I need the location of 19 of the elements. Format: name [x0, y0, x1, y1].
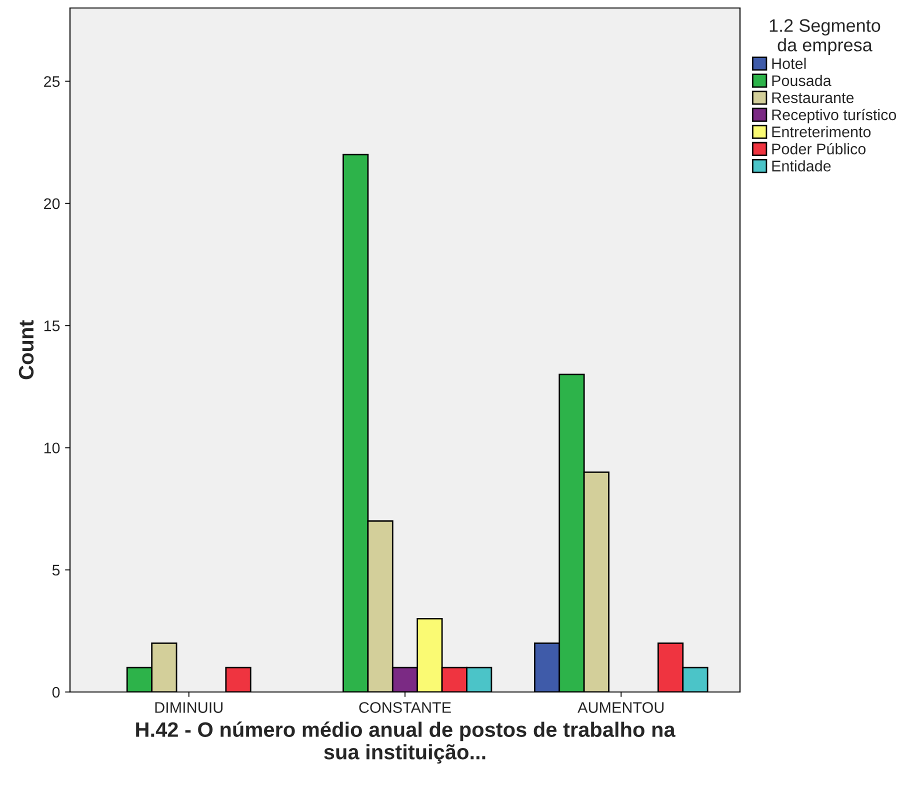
y-tick-label: 20	[44, 198, 60, 210]
legend-label: Hotel	[772, 58, 806, 70]
x-tick-label: AUMENTOU	[578, 702, 664, 713]
legend-label: Entreterimento	[772, 126, 871, 138]
legend-label: Restaurante	[772, 92, 854, 104]
y-tick-label: 10	[44, 442, 60, 454]
y-tick-label: 25	[44, 76, 60, 87]
y-tick-label: 15	[44, 320, 60, 332]
legend-label: Poder Público	[772, 142, 866, 154]
legend-label: Receptivo turístico	[772, 108, 896, 124]
legend-label: Entidade	[772, 160, 831, 172]
legend-title: 1.2 Segmento da empresa	[770, 19, 880, 55]
y-tick-label: 5	[52, 564, 60, 576]
legend-label: Pousada	[772, 74, 832, 86]
y-axis-title: Count	[18, 320, 34, 380]
y-tick-label: 0	[52, 686, 60, 698]
x-tick-label: CONSTANTE	[359, 702, 451, 713]
x-axis-title: H.42 - O número médio anual de postos de trabalho na sua instituição...	[136, 722, 676, 764]
x-tick-label: DIMINUIU	[155, 702, 222, 713]
